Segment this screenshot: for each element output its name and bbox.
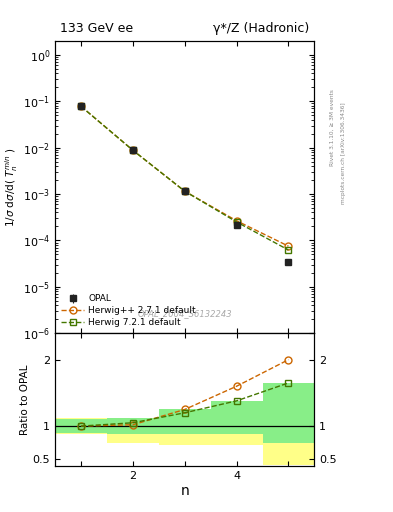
Herwig++ 2.7.1 default xyxy=(286,243,291,249)
Line: Herwig 7.2.1 default: Herwig 7.2.1 default xyxy=(77,103,292,253)
Text: 133 GeV ee: 133 GeV ee xyxy=(60,22,133,35)
Herwig++ 2.7.1 default xyxy=(234,218,239,224)
X-axis label: n: n xyxy=(180,483,189,498)
Herwig++ 2.7.1 default xyxy=(182,188,187,194)
Herwig 7.2.1 default xyxy=(286,247,291,253)
Text: γ*/Z (Hadronic): γ*/Z (Hadronic) xyxy=(213,22,309,35)
Herwig 7.2.1 default xyxy=(234,219,239,225)
Legend: OPAL, Herwig++ 2.7.1 default, Herwig 7.2.1 default: OPAL, Herwig++ 2.7.1 default, Herwig 7.2… xyxy=(59,292,198,329)
Text: Rivet 3.1.10, ≥ 3M events: Rivet 3.1.10, ≥ 3M events xyxy=(330,90,334,166)
Text: OPAL_2004_S6132243: OPAL_2004_S6132243 xyxy=(138,310,232,318)
Text: mcplots.cern.ch [arXiv:1306.3436]: mcplots.cern.ch [arXiv:1306.3436] xyxy=(342,103,346,204)
Y-axis label: 1/$\sigma$ d$\sigma$/d( $T^{min}_n$ ): 1/$\sigma$ d$\sigma$/d( $T^{min}_n$ ) xyxy=(3,147,20,227)
Herwig++ 2.7.1 default xyxy=(79,103,83,110)
Y-axis label: Ratio to OPAL: Ratio to OPAL xyxy=(20,364,30,435)
Herwig++ 2.7.1 default xyxy=(130,147,135,153)
Herwig 7.2.1 default xyxy=(79,103,83,110)
Herwig 7.2.1 default xyxy=(130,147,135,153)
Herwig 7.2.1 default xyxy=(182,188,187,194)
Line: Herwig++ 2.7.1 default: Herwig++ 2.7.1 default xyxy=(77,103,292,250)
